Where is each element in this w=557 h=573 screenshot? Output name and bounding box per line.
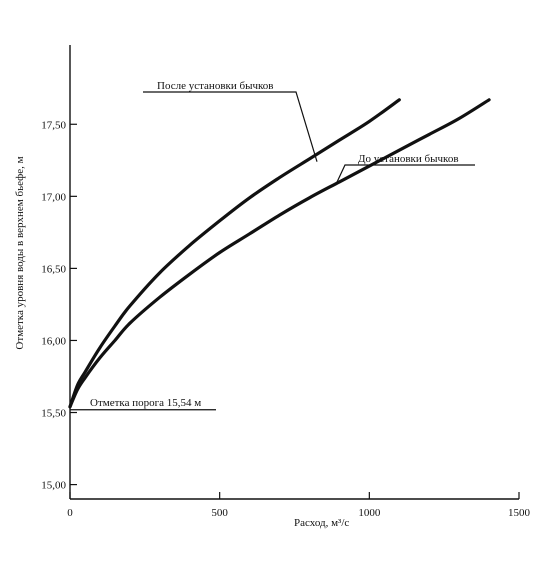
annotation-before-label: До установки бычков xyxy=(358,153,459,165)
leader-line-after xyxy=(143,91,318,162)
y-tick-label: 15,50 xyxy=(41,408,66,420)
y-axis-label: Отметка уровня воды в верхнем бьефе, м xyxy=(14,156,26,349)
x-tick-label: 500 xyxy=(211,507,228,519)
x-axis-label: Расход, м³/с xyxy=(294,517,349,529)
annotation-after-label: После установки бычков xyxy=(157,80,274,92)
annotation-threshold-label: Отметка порога 15,54 м xyxy=(90,397,201,409)
x-tick-label: 1000 xyxy=(358,507,381,519)
y-tick-label: 17,50 xyxy=(41,119,66,131)
y-tick-label: 17,00 xyxy=(41,191,66,203)
ticks: 15,00 15,50 16,00 16,50 17,00 17,50 0 500 1000 15… xyxy=(41,119,530,519)
annotations: После установки бычков До установки бычко… xyxy=(70,80,475,411)
leader-line-before xyxy=(335,164,475,184)
series-lines xyxy=(68,98,491,409)
x-tick-label: 1500 xyxy=(508,507,531,519)
y-tick-label: 15,00 xyxy=(41,480,66,492)
y-tick-label: 16,00 xyxy=(41,335,66,347)
x-tick-label: 0 xyxy=(67,507,73,519)
axes xyxy=(69,45,519,500)
series-line-after xyxy=(68,98,401,409)
y-tick-label: 16,50 xyxy=(41,263,66,275)
series-line-before xyxy=(68,98,491,409)
